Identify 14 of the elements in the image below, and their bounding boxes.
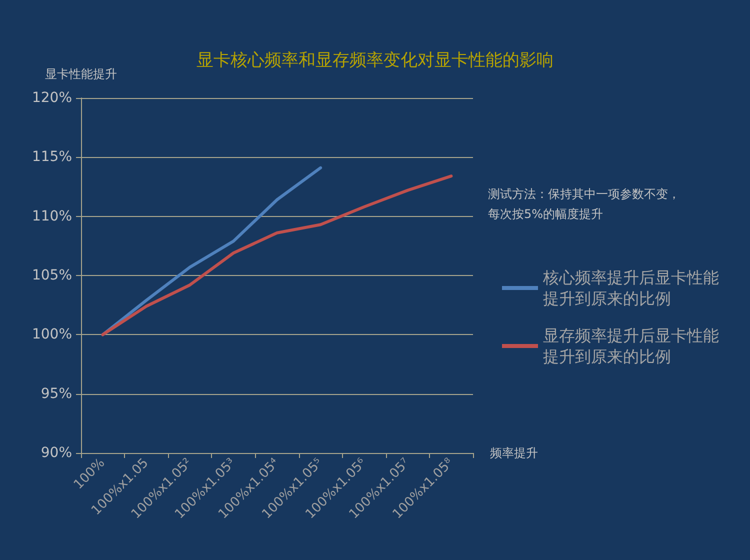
y-tick-label: 105%: [32, 268, 72, 284]
y-tick-label: 115%: [32, 149, 72, 166]
y-tick-label: 90%: [40, 445, 72, 461]
y-tick-label: 100%: [32, 326, 72, 343]
y-tick-label: 95%: [40, 386, 72, 402]
text: 测试方法：保持其中一项参数不变，每次按5%的幅度提升: [488, 187, 680, 221]
legend-label: 核心频率提升后显卡性能提升到原来的比例: [542, 268, 719, 308]
x-axis-title: 频率提升: [490, 446, 538, 460]
y-tick-label: 120%: [32, 90, 72, 106]
y-tick-label: 110%: [32, 208, 72, 224]
legend-label: 显存频率提升后显卡性能提升到原来的比例: [543, 326, 719, 366]
y-axis-title: 显卡性能提升: [45, 67, 117, 81]
line-series: [101, 174, 453, 336]
chart-title: 显卡核心频率和显存频率变化对显卡性能的影响: [196, 50, 554, 70]
